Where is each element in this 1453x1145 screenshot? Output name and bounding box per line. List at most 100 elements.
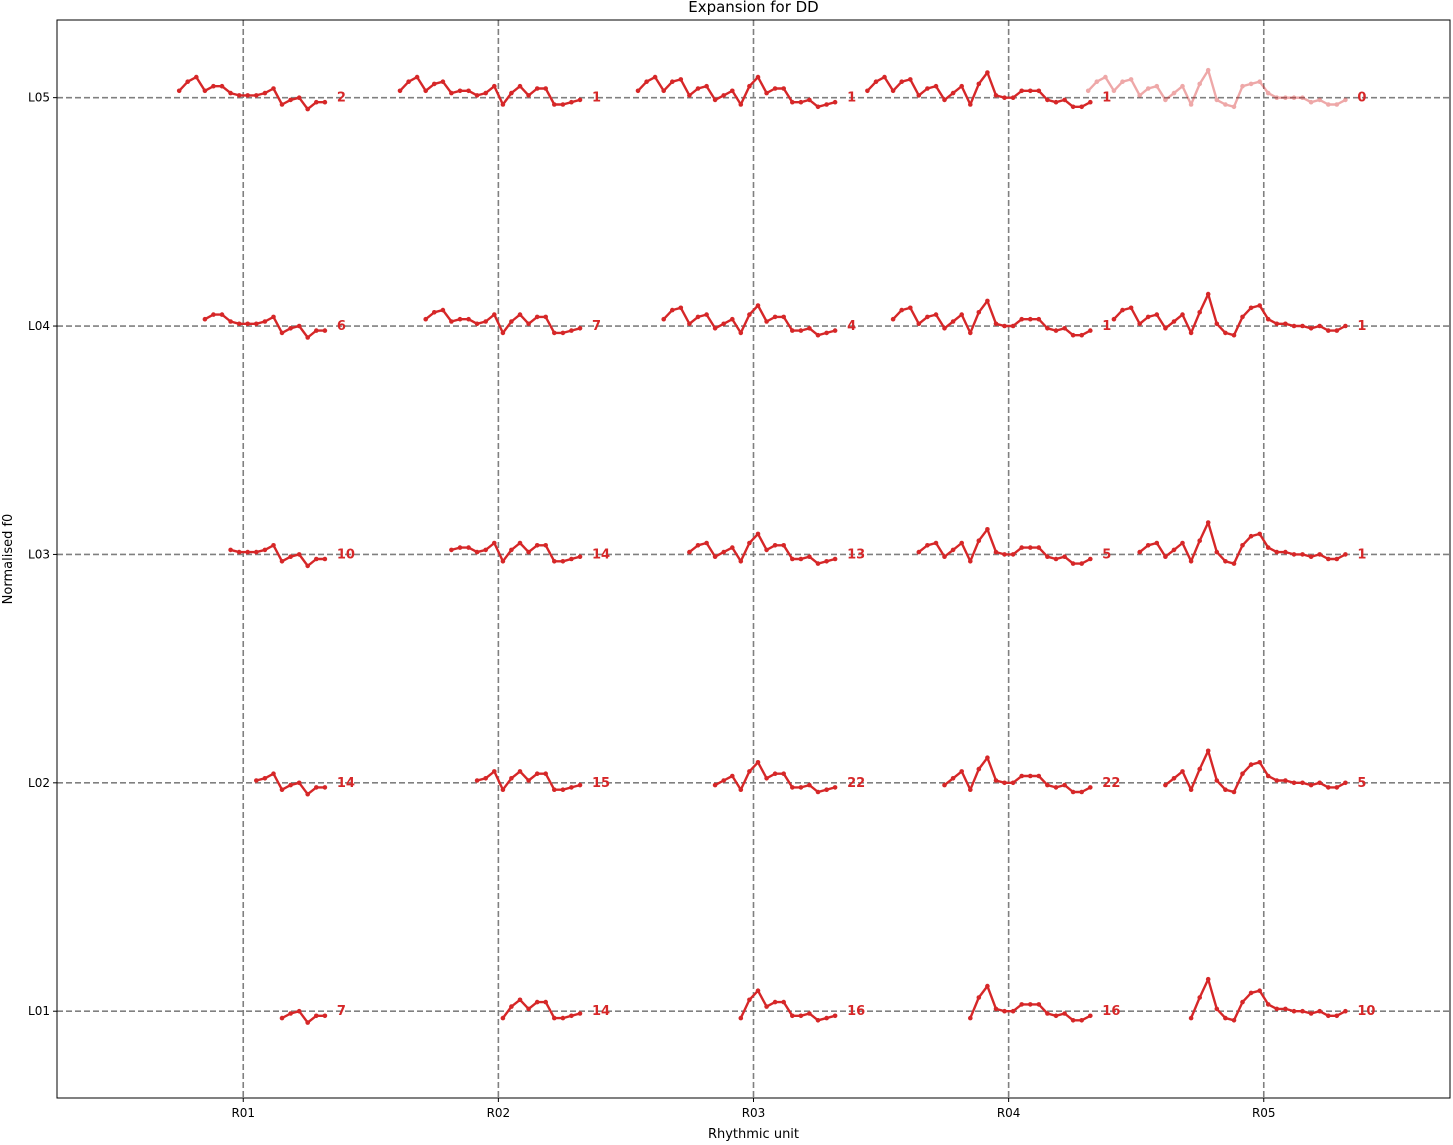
contour-point <box>202 316 208 322</box>
contour-point <box>993 778 999 783</box>
contour-point <box>807 97 812 103</box>
count-label-l04-r02: 7 <box>592 319 601 334</box>
contour-point <box>1188 330 1194 336</box>
contour-point <box>772 314 778 320</box>
contour-point <box>1028 545 1033 550</box>
contour-point <box>432 81 437 87</box>
contour-point <box>747 312 752 317</box>
contour-point <box>1197 995 1202 1000</box>
contour-point <box>976 81 982 87</box>
contour-point <box>560 787 566 792</box>
contour-point <box>279 330 285 336</box>
contour-point <box>712 782 718 788</box>
contour-point <box>1010 95 1016 100</box>
contour-point <box>1145 314 1151 320</box>
y-tick-label-l05: L05 <box>28 91 50 105</box>
contour-point <box>414 74 420 80</box>
contour-point <box>1137 321 1142 327</box>
contour-point <box>908 305 913 311</box>
contour-point <box>474 93 480 98</box>
contour-point <box>968 330 973 336</box>
contour-point <box>253 778 259 783</box>
contour-point <box>1188 102 1194 107</box>
contour-point <box>279 787 285 792</box>
contour-point <box>1257 79 1262 84</box>
contour-point <box>1240 771 1245 776</box>
contour-point <box>755 760 761 765</box>
contour-point <box>1028 1002 1033 1007</box>
contour-point <box>755 74 761 80</box>
contour-point <box>1205 748 1211 754</box>
contour-point <box>457 316 463 322</box>
contour-point <box>1079 789 1084 795</box>
count-label-l03-r02: 14 <box>592 547 610 562</box>
contour-l04-r02 <box>423 307 583 336</box>
contour-point <box>985 527 990 532</box>
contour-point <box>1317 1008 1322 1014</box>
contour-point <box>253 321 259 327</box>
contour-point <box>1343 552 1348 557</box>
contour-point <box>288 97 293 103</box>
contour-point <box>781 771 786 776</box>
contour-point <box>1053 1013 1059 1019</box>
contour-point <box>790 556 795 562</box>
contour-point <box>1291 552 1297 557</box>
contour-point <box>322 785 328 790</box>
contour-point <box>466 88 471 94</box>
contour-point <box>219 312 225 317</box>
contour-point <box>798 785 804 790</box>
contour-point <box>1079 561 1084 566</box>
contour-point <box>1257 760 1262 765</box>
contour-point <box>1240 999 1245 1005</box>
contour-point <box>985 983 990 989</box>
contour-point <box>534 999 540 1005</box>
contour-point <box>942 326 947 331</box>
contour-point <box>406 79 411 84</box>
contour-point <box>747 540 752 546</box>
contour-point <box>1103 74 1108 80</box>
contour-point <box>500 787 506 792</box>
contour-point <box>1334 556 1340 562</box>
contour-point <box>916 321 922 327</box>
contour-point <box>517 83 523 89</box>
contour-point <box>543 771 548 776</box>
contour-point <box>815 332 821 338</box>
contour-point <box>1188 559 1194 564</box>
contour-point <box>1045 554 1050 559</box>
contour-point <box>305 106 311 112</box>
contour-l01-r02-line <box>501 998 581 1020</box>
contour-point <box>1205 291 1211 297</box>
contour-point <box>1180 540 1185 546</box>
count-label-l01-r02: 14 <box>592 1004 610 1019</box>
contour-point <box>1053 556 1059 562</box>
contour-point <box>1223 559 1228 564</box>
contour-point <box>1257 988 1262 993</box>
plot-frame <box>56 19 1451 1099</box>
contour-point <box>500 102 506 107</box>
contour-point <box>279 1015 285 1021</box>
contour-point <box>560 102 566 107</box>
contour-l01-r05-line <box>1189 978 1346 1022</box>
contour-point <box>1036 1002 1042 1007</box>
contour-point <box>577 1011 583 1016</box>
contour-point <box>1045 326 1050 331</box>
contour-point <box>1291 323 1297 329</box>
contour-point <box>764 547 769 553</box>
contour-point <box>176 88 182 94</box>
contour-point <box>1326 785 1331 790</box>
contour-point <box>721 549 726 555</box>
contour-point <box>483 319 489 324</box>
contour-point <box>1291 780 1297 786</box>
contour-point <box>288 554 293 559</box>
contour-point <box>534 543 540 548</box>
contour-point <box>569 556 574 562</box>
contour-point <box>730 773 735 779</box>
contour-point <box>652 74 658 80</box>
contour-point <box>1223 1015 1228 1021</box>
contour-point <box>985 755 990 760</box>
contour-point <box>1128 305 1134 311</box>
contour-point <box>1171 547 1177 553</box>
x-tick-label-r02: R02 <box>487 1106 511 1120</box>
contour-point <box>228 90 233 96</box>
count-label-l02-r03: 22 <box>847 776 865 791</box>
